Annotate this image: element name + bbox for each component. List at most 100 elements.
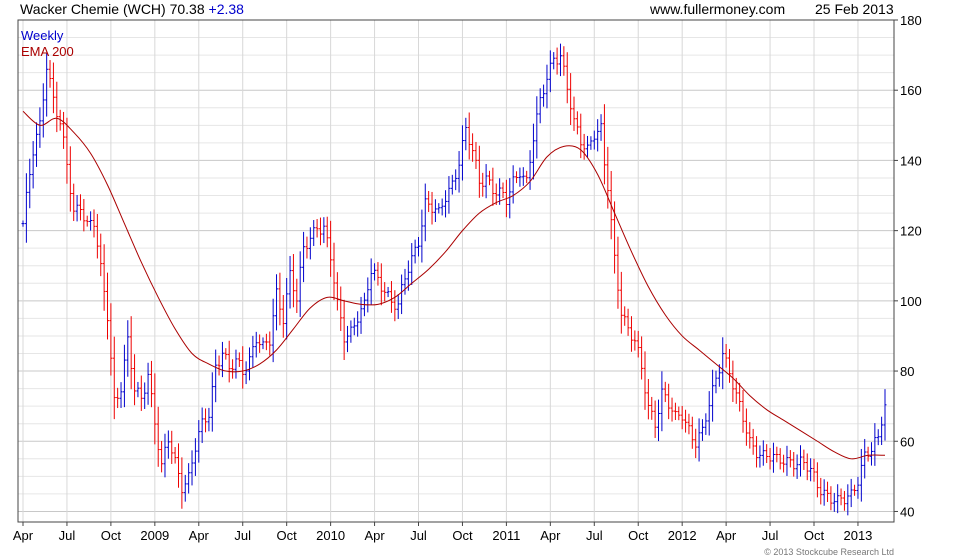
weekly-bar	[457, 151, 461, 193]
weekly-bar	[731, 360, 735, 403]
weekly-bar	[629, 316, 633, 352]
weekly-bar	[880, 416, 884, 446]
weekly-bar	[376, 262, 380, 286]
weekly-bar	[176, 443, 180, 488]
weekly-bar	[684, 409, 688, 433]
weekly-bar	[82, 198, 86, 232]
weekly-bar	[102, 244, 106, 311]
weekly-bar	[498, 178, 502, 205]
weekly-bar	[552, 52, 556, 70]
weekly-bar	[133, 354, 137, 406]
y-tick-label: 100	[900, 294, 922, 309]
weekly-bar	[805, 453, 809, 481]
weekly-bar	[859, 448, 863, 502]
weekly-bar	[545, 64, 549, 109]
x-tick-label: 2010	[316, 528, 345, 543]
x-tick-label: Oct	[101, 528, 122, 543]
weekly-bar	[768, 447, 772, 470]
weekly-bar	[680, 405, 684, 430]
weekly-bar	[721, 337, 725, 390]
weekly-bar	[755, 436, 759, 468]
weekly-bar	[663, 381, 667, 403]
weekly-bar	[501, 182, 505, 199]
weekly-bar	[596, 119, 600, 152]
weekly-bar	[190, 450, 194, 486]
weekly-bar	[589, 136, 593, 150]
weekly-bar	[653, 400, 657, 438]
x-tick-label: Oct	[628, 528, 649, 543]
weekly-bar	[271, 298, 275, 363]
weekly-bar	[325, 216, 329, 248]
weekly-bar	[312, 220, 316, 246]
weekly-bar	[477, 145, 481, 198]
weekly-bar	[129, 316, 133, 390]
weekly-bar	[437, 203, 441, 214]
weekly-bar	[291, 254, 295, 308]
weekly-bar	[782, 454, 786, 473]
weekly-bar	[528, 150, 532, 190]
grid-lines	[18, 19, 894, 522]
weekly-bar	[822, 479, 826, 506]
weekly-bar	[21, 220, 25, 227]
weekly-bar	[359, 296, 363, 334]
y-tick-label: 120	[900, 224, 922, 239]
weekly-bar	[410, 243, 414, 285]
weekly-bar	[383, 282, 387, 302]
weekly-bar	[322, 217, 326, 244]
weekly-bar	[771, 442, 775, 473]
chart-date: 25 Feb 2013	[815, 1, 894, 17]
weekly-bar	[163, 433, 167, 478]
weekly-bar	[586, 135, 590, 158]
weekly-bar	[558, 43, 562, 77]
weekly-bar	[460, 125, 464, 181]
weekly-bar	[454, 169, 458, 191]
weekly-bar	[883, 389, 887, 441]
weekly-bar	[738, 382, 742, 412]
weekly-bar	[471, 133, 475, 162]
weekly-bar	[704, 413, 708, 435]
weekly-bar	[183, 474, 187, 502]
weekly-bar	[711, 369, 715, 422]
weekly-bar	[220, 341, 224, 378]
y-axis-ticks: 40 60 80 100 120 140 160 180	[894, 13, 922, 519]
weekly-bar	[366, 277, 370, 313]
weekly-bar	[227, 340, 231, 383]
weekly-bar	[92, 209, 96, 238]
site-url[interactable]: www.fullermoney.com	[650, 1, 786, 17]
weekly-bar	[24, 173, 28, 243]
weekly-bar	[339, 286, 343, 331]
weekly-bar	[744, 408, 748, 446]
weekly-bar	[582, 133, 586, 160]
weekly-bar	[447, 176, 451, 214]
ema-200-line	[22, 110, 886, 460]
weekly-bar	[427, 190, 431, 213]
weekly-bar	[231, 359, 235, 379]
weekly-bar	[592, 130, 596, 150]
weekly-bar	[636, 330, 640, 358]
weekly-bar	[728, 348, 732, 383]
weekly-bar	[748, 422, 752, 449]
x-tick-label: Apr	[716, 528, 737, 543]
weekly-bar	[251, 335, 255, 368]
x-tick-label: Apr	[540, 528, 561, 543]
weekly-bar	[876, 429, 880, 446]
weekly-bar	[193, 438, 197, 476]
weekly-bar	[78, 194, 82, 221]
weekly-bar	[812, 458, 816, 482]
weekly-bar	[389, 281, 393, 313]
weekly-bar	[332, 242, 336, 301]
weekly-bar	[393, 290, 397, 322]
weekly-bar	[136, 381, 140, 398]
weekly-bar	[214, 349, 218, 403]
weekly-bar	[417, 237, 421, 257]
x-tick-label: 2009	[140, 528, 169, 543]
x-tick-label: 2011	[492, 528, 520, 543]
weekly-bar	[119, 382, 123, 408]
weekly-bar	[474, 141, 478, 169]
weekly-bar	[538, 88, 542, 124]
weekly-bar	[349, 320, 353, 343]
x-tick-label: Jul	[59, 528, 76, 543]
weekly-bar	[809, 458, 813, 482]
weekly-bar	[829, 486, 833, 511]
weekly-bar	[623, 306, 627, 326]
